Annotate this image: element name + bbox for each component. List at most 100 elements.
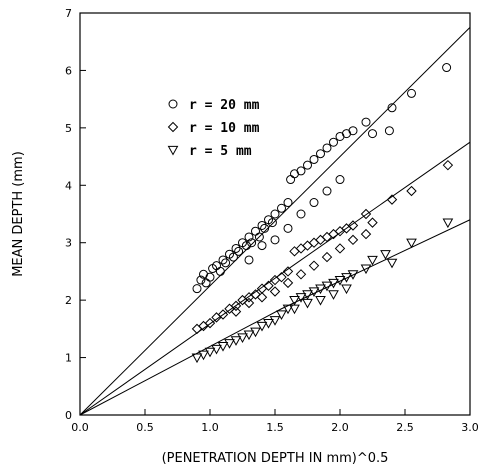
x-tick-label: 2.0 [331, 421, 349, 434]
data-point-circle [218, 255, 228, 265]
data-point-triangle-down [198, 350, 209, 361]
x-tick-label: 0.0 [71, 421, 89, 434]
data-point-diamond [295, 243, 307, 254]
data-point-circle [283, 198, 293, 208]
data-point-circle [267, 218, 277, 228]
data-point-circle [329, 137, 338, 147]
data-point-triangle-down [295, 293, 307, 303]
legend-marker-circle [168, 99, 178, 109]
data-point-triangle-down [302, 290, 313, 300]
data-point-circle [368, 129, 377, 139]
data-point-triangle-down [276, 310, 287, 321]
data-point-triangle-down [341, 273, 352, 283]
y-tick-label: 1 [65, 352, 72, 365]
data-point-diamond [367, 217, 378, 228]
data-point-diamond [276, 271, 287, 283]
data-point-diamond [282, 277, 294, 289]
data-point-diamond [321, 251, 333, 263]
data-point-triangle-down [289, 304, 300, 315]
y-axis-label: MEAN DEPTH (mm) [11, 151, 26, 277]
data-point-triangle-down [328, 290, 339, 300]
data-point-circle [296, 209, 306, 219]
data-point-circle [407, 88, 416, 98]
data-point-circle [286, 175, 296, 185]
x-tick-label: 3.0 [461, 421, 479, 434]
data-point-diamond [282, 266, 294, 277]
data-point-triangle-down [217, 341, 229, 352]
fit-line [79, 27, 471, 416]
data-point-triangle-down [442, 218, 454, 229]
data-point-circle [228, 252, 238, 262]
data-point-triangle-down [302, 298, 313, 309]
data-point-triangle-down [328, 278, 339, 289]
data-point-circle [387, 103, 397, 113]
data-point-diamond [360, 228, 372, 240]
data-point-triangle-down [360, 264, 372, 275]
data-point-circle [296, 166, 306, 176]
data-point-circle [303, 160, 312, 170]
data-point-circle [192, 284, 202, 294]
data-point-triangle-down [269, 316, 281, 326]
data-point-circle [244, 255, 254, 265]
data-point-triangle-down [224, 339, 235, 349]
data-point-triangle-down [263, 319, 274, 329]
data-point-triangle-down [347, 270, 359, 280]
data-point-diamond [308, 237, 320, 248]
data-point-circle [247, 238, 257, 248]
data-point-triangle-down [321, 281, 333, 292]
data-point-diamond [230, 306, 242, 317]
x-tick-label: 1.5 [266, 421, 284, 434]
data-point-circle [221, 258, 231, 268]
fit-line [79, 141, 471, 416]
data-point-circle [316, 149, 325, 159]
y-tick-label: 3 [65, 237, 72, 250]
data-point-diamond [386, 194, 398, 205]
data-point-triangle-down [406, 238, 417, 249]
data-point-triangle-down [250, 327, 261, 338]
data-point-circle [251, 226, 260, 236]
data-point-triangle-down [308, 287, 320, 298]
data-point-circle [234, 246, 244, 256]
data-point-circle [283, 223, 293, 233]
data-point-triangle-down [315, 284, 326, 295]
data-point-circle [260, 223, 270, 233]
data-point-triangle-down [341, 284, 352, 295]
data-point-diamond [334, 243, 346, 254]
data-point-circle [205, 272, 215, 282]
data-point-triangle-down [380, 250, 391, 260]
y-tick-label: 7 [65, 7, 72, 20]
legend-marker-triangle-down [167, 145, 179, 156]
data-point-diamond [256, 292, 268, 303]
data-point-circle [215, 266, 225, 276]
data-point-diamond [250, 289, 261, 300]
y-tick-label: 0 [65, 409, 72, 422]
data-point-circle [196, 275, 206, 285]
data-point-diamond [347, 234, 359, 246]
data-point-diamond [269, 286, 281, 297]
data-point-circle [277, 203, 286, 213]
data-point-circle [270, 235, 280, 245]
data-point-diamond [308, 260, 320, 271]
data-point-diamond [191, 323, 203, 335]
data-point-circle [335, 175, 345, 185]
fit-line [79, 219, 471, 416]
legend-marker-diamond [167, 121, 179, 133]
data-point-triangle-down [315, 296, 326, 306]
data-point-triangle-down [204, 347, 216, 358]
data-point-triangle-down [334, 275, 346, 286]
data-point-triangle-down [237, 333, 248, 344]
data-point-triangle-down [367, 255, 378, 266]
data-point-circle [270, 209, 280, 219]
x-axis: 0.0 0.5 1.0 1.5 2.0 2.5 3.0 [71, 409, 479, 434]
data-point-triangle-down [256, 321, 268, 332]
y-tick-label: 2 [65, 294, 72, 307]
data-point-diamond [347, 220, 359, 231]
data-point-diamond [230, 300, 242, 312]
data-point-diamond [315, 234, 326, 246]
data-point-triangle-down [211, 344, 222, 355]
data-point-diamond [204, 317, 216, 329]
data-point-triangle-down [282, 304, 294, 315]
y-tick-label: 6 [65, 64, 72, 77]
data-point-triangle-down [386, 258, 398, 269]
